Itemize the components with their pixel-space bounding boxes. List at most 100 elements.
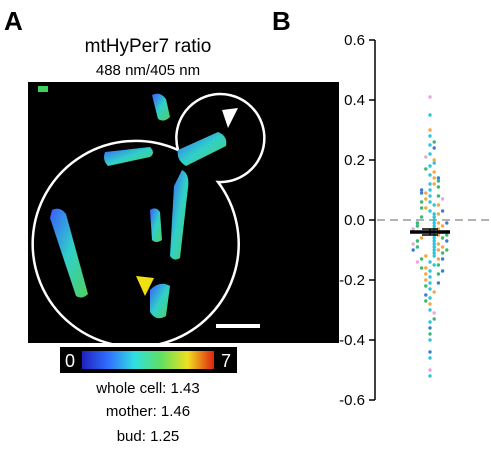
data-point <box>424 191 428 195</box>
data-point <box>432 242 436 246</box>
data-point <box>428 269 432 273</box>
data-point <box>428 95 432 99</box>
data-point <box>440 257 445 261</box>
data-point <box>428 332 432 336</box>
data-point <box>419 236 424 240</box>
data-point <box>415 260 420 264</box>
data-point <box>432 236 436 240</box>
image-title: mtHyPer7 ratio <box>85 36 212 57</box>
data-point <box>436 272 441 276</box>
data-point <box>424 197 428 201</box>
y-tick-label: -0.6 <box>339 392 365 409</box>
data-point <box>436 203 441 207</box>
data-point <box>432 203 436 207</box>
data-point <box>428 275 432 279</box>
data-point <box>419 206 424 210</box>
data-point <box>436 242 441 246</box>
data-point <box>428 128 432 132</box>
data-point <box>428 338 432 342</box>
data-point <box>432 263 436 267</box>
colorbar-min: 0 <box>65 351 75 371</box>
y-tick-label: 0.4 <box>344 92 365 109</box>
data-point <box>440 245 445 249</box>
data-point <box>436 185 441 189</box>
data-point <box>428 302 432 306</box>
data-point <box>428 368 432 372</box>
data-point <box>432 290 436 294</box>
data-point <box>424 293 428 297</box>
data-point <box>428 326 432 330</box>
data-point <box>424 272 428 276</box>
y-tick-label: 0.2 <box>344 152 365 169</box>
data-point <box>428 182 432 186</box>
data-point <box>424 254 428 258</box>
data-point <box>428 260 432 264</box>
data-point <box>428 113 432 117</box>
data-point <box>428 200 432 204</box>
data-point <box>436 263 441 267</box>
data-point <box>424 266 428 270</box>
y-tick-label: -0.4 <box>339 332 365 349</box>
data-point <box>428 209 432 213</box>
data-point <box>440 224 445 228</box>
colorbar <box>82 351 214 369</box>
data-point <box>428 308 432 312</box>
y-tick-label: -0.2 <box>339 272 365 289</box>
data-point <box>440 209 445 213</box>
data-point <box>432 221 436 225</box>
data-point <box>432 224 436 228</box>
data-point <box>445 248 449 252</box>
panel-label: A <box>4 6 23 36</box>
data-point <box>436 194 441 198</box>
plot: -0.6 -0.4 -0.2 0.0 0.2 0.4 0.6 <box>339 32 490 409</box>
data-point <box>436 179 441 183</box>
data-point <box>436 227 441 231</box>
data-point <box>428 152 432 156</box>
data-point <box>415 239 420 243</box>
panel-label: B <box>272 6 291 36</box>
stat: bud: 1.25 <box>117 428 180 445</box>
data-point <box>419 257 424 261</box>
data-point <box>440 269 445 273</box>
data-point <box>432 158 436 162</box>
data-point <box>419 215 424 219</box>
stat: mother: 1.46 <box>106 403 190 420</box>
data-point <box>415 221 420 225</box>
data-point <box>432 161 436 165</box>
y-tick-label: 0.0 <box>344 212 365 229</box>
data-point <box>436 257 441 261</box>
y-axis-label: mtHyPer7 ratio (Bud - Mother) <box>315 120 332 321</box>
data-point <box>436 281 441 285</box>
data-point <box>436 212 441 216</box>
data-point <box>432 140 436 144</box>
data-point <box>424 167 428 171</box>
data-point <box>432 311 436 315</box>
data-point <box>432 170 436 174</box>
data-point <box>432 176 436 180</box>
data-point <box>428 194 432 198</box>
data-point <box>428 143 432 147</box>
data-point <box>445 221 449 225</box>
data-point <box>436 233 441 237</box>
data-point <box>445 233 449 237</box>
stat: whole cell: 1.43 <box>95 380 199 397</box>
data-point <box>411 242 415 246</box>
data-point <box>419 191 424 195</box>
data-point <box>415 224 420 228</box>
data-point <box>432 317 436 321</box>
data-point <box>428 134 432 138</box>
data-point <box>428 320 432 324</box>
data-point <box>432 215 436 219</box>
data-point <box>415 245 420 249</box>
data-point <box>428 350 432 354</box>
image-subtitle: 488 nm/405 nm <box>96 62 200 79</box>
data-point <box>424 278 428 282</box>
data-point <box>436 176 441 180</box>
data-point <box>436 221 441 225</box>
colorbar-max: 7 <box>221 351 231 371</box>
data-point <box>428 188 432 192</box>
data-point <box>432 146 436 150</box>
data-point <box>432 182 436 186</box>
data-point <box>428 356 432 360</box>
